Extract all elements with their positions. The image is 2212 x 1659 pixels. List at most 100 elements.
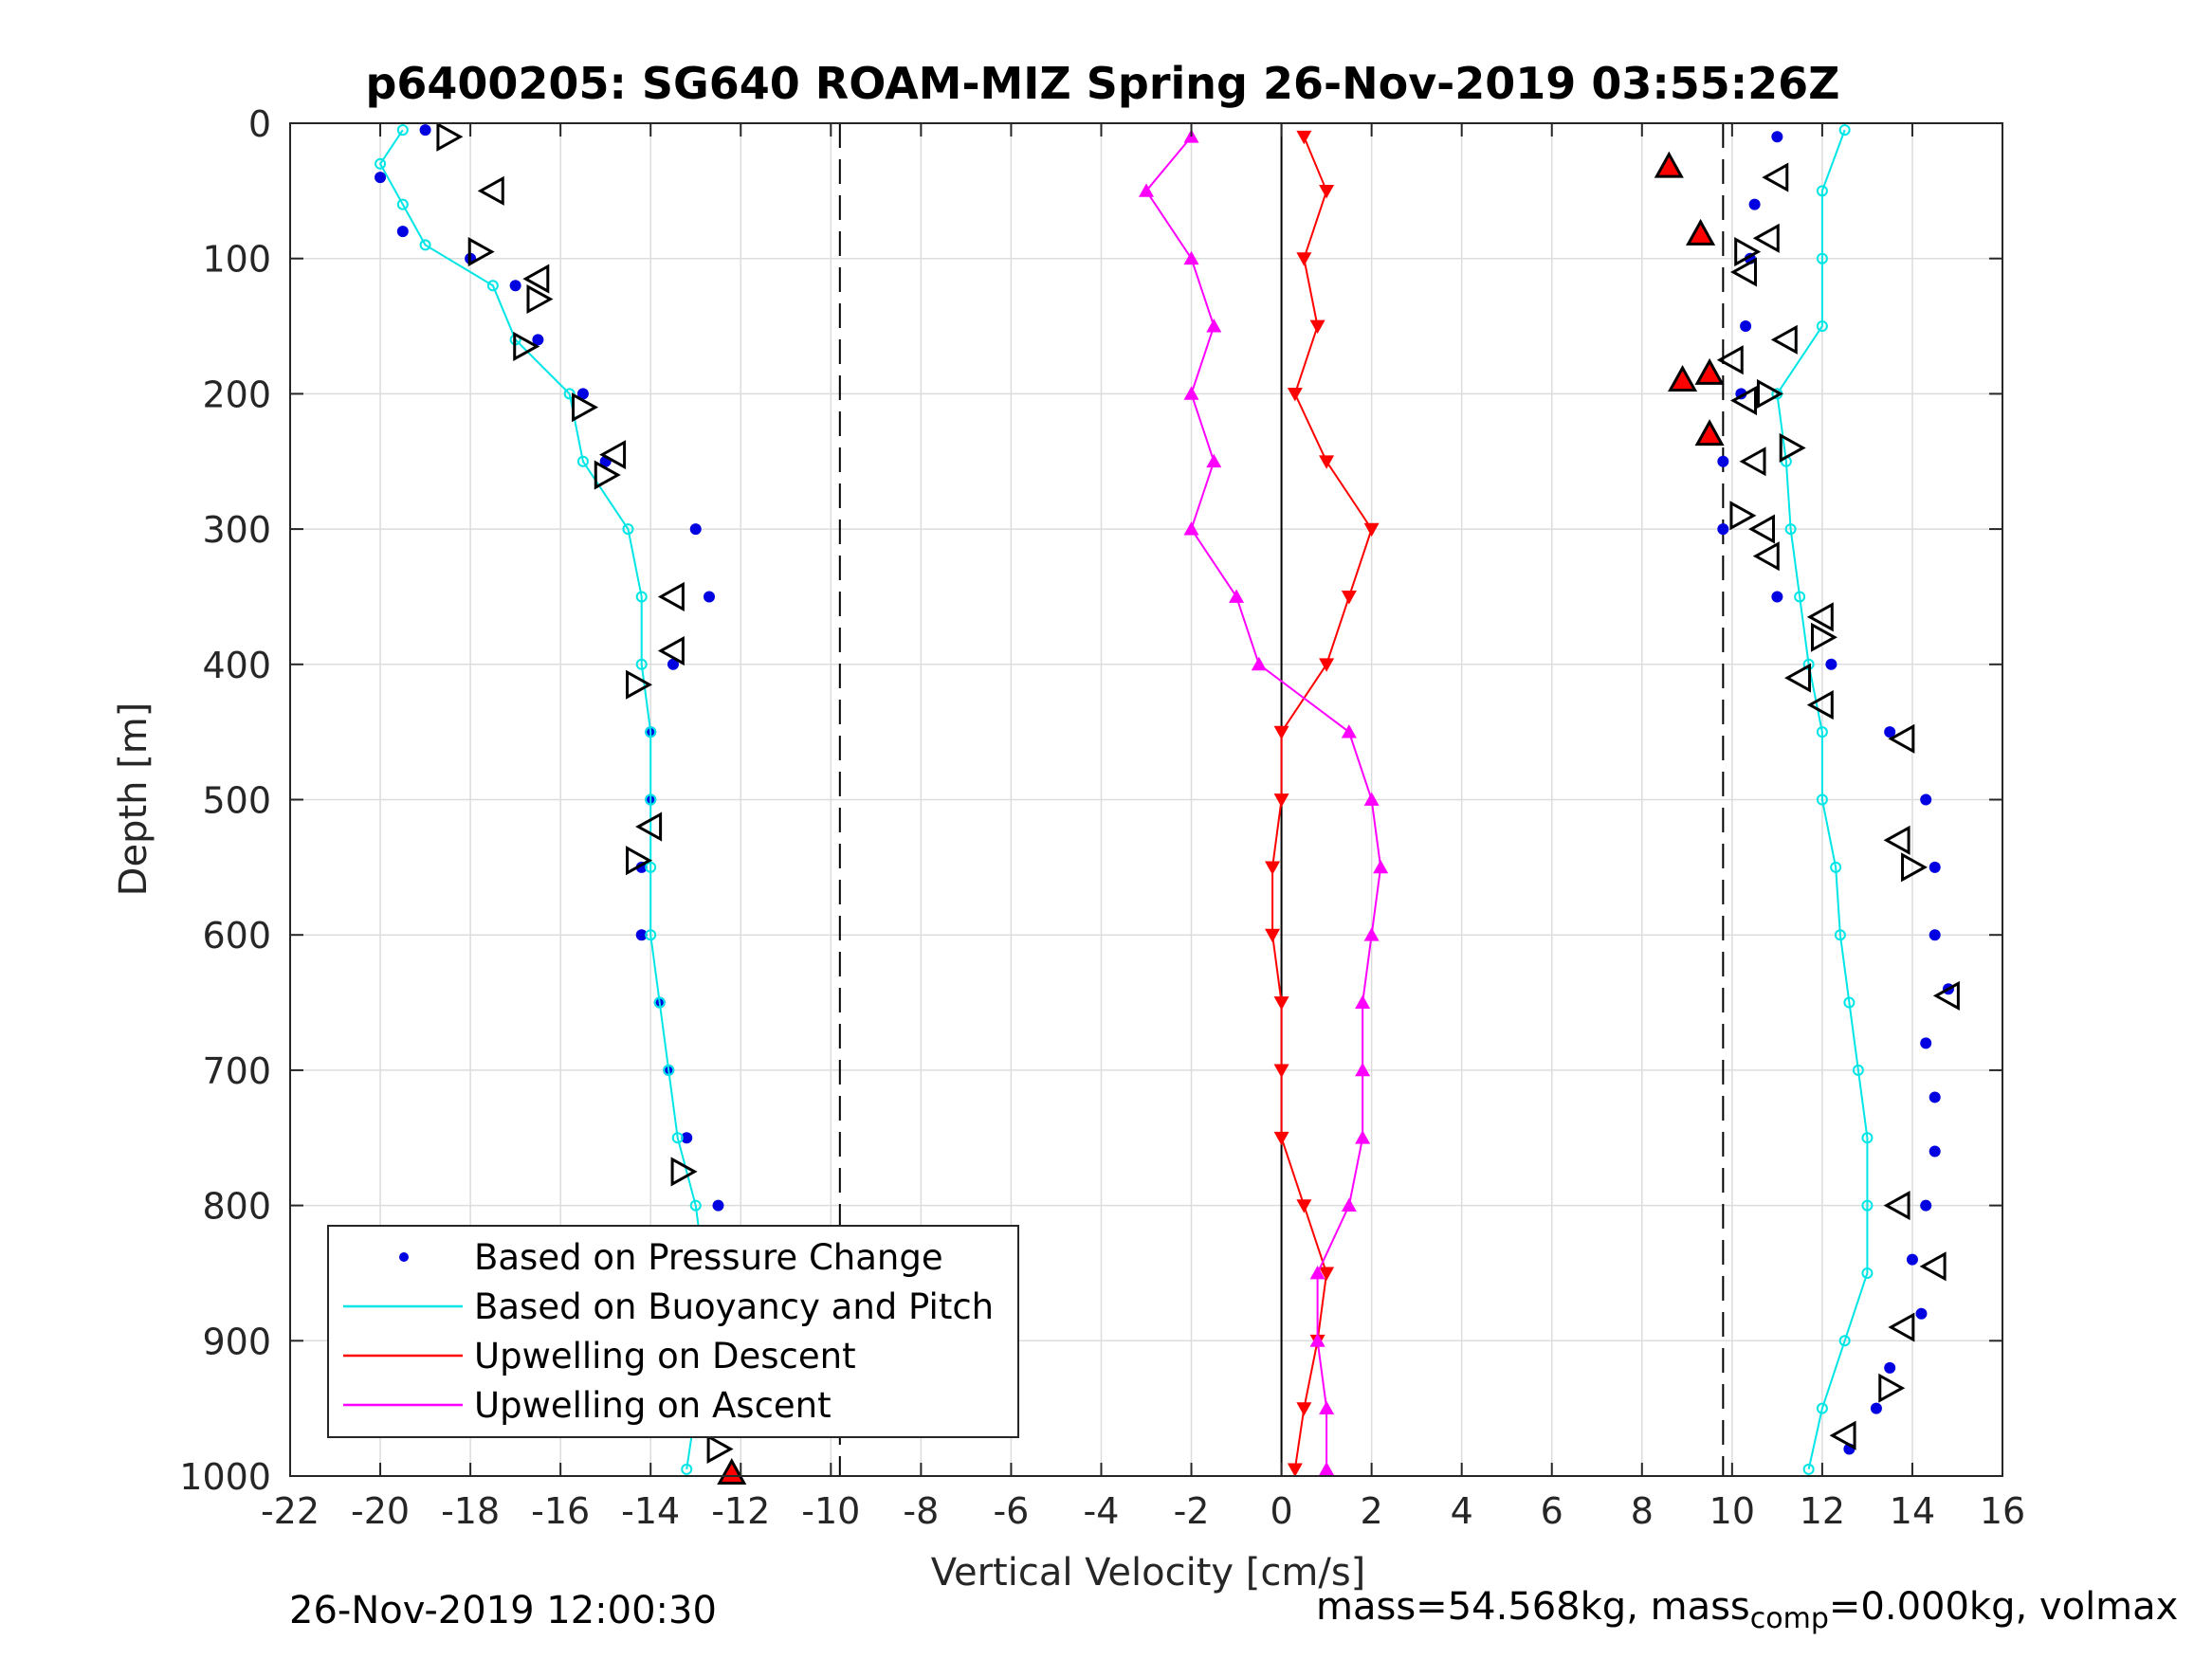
x-tick-label: -2: [1174, 1490, 1210, 1532]
data-point: [645, 726, 657, 738]
turn-marker: [1829, 1420, 1856, 1450]
turn-marker: [1762, 162, 1789, 192]
data-point: [1920, 1199, 1932, 1212]
data-point: [635, 929, 648, 941]
x-axis-label: Vertical Velocity [cm/s]: [931, 1551, 1366, 1595]
data-point: [663, 1064, 675, 1076]
turn-marker: [1883, 825, 1910, 855]
y-tick-label: 700: [202, 1050, 271, 1092]
apogee-marker: [1686, 218, 1716, 246]
series-line: [1776, 129, 1869, 1470]
data-point: [703, 591, 715, 603]
x-tick-label: -22: [261, 1490, 320, 1532]
x-tick-label: -8: [903, 1490, 939, 1532]
turn-marker: [436, 121, 464, 152]
turn-marker: [1901, 852, 1929, 883]
data-point: [1296, 1402, 1312, 1416]
data-point: [509, 280, 521, 292]
data-point: [1355, 994, 1371, 1009]
data-point: [1309, 1333, 1325, 1347]
data-point: [1373, 859, 1389, 874]
data-point: [1363, 522, 1380, 538]
data-point: [1861, 1199, 1874, 1212]
y-tick-label: 800: [202, 1186, 271, 1228]
data-point: [1771, 131, 1783, 143]
legend-label: Based on Pressure Change: [474, 1237, 943, 1278]
data-point: [396, 124, 409, 137]
data-point: [1319, 658, 1335, 672]
x-tick-label: 14: [1890, 1490, 1935, 1532]
turn-marker: [1883, 1191, 1910, 1221]
x-tick-label: -14: [621, 1490, 680, 1532]
data-point: [622, 523, 634, 536]
data-point: [576, 455, 589, 467]
apogee-marker: [1654, 151, 1684, 178]
data-point: [1920, 1037, 1932, 1049]
data-point: [1296, 130, 1312, 145]
turn-marker: [513, 331, 540, 362]
data-point: [375, 172, 387, 184]
data-point: [1929, 861, 1941, 873]
data-point: [1229, 589, 1245, 603]
data-point: [419, 239, 431, 251]
data-point: [396, 198, 409, 210]
data-point: [1884, 1361, 1896, 1374]
series-upwelling-on-ascent: [1139, 129, 1389, 1476]
turn-marker: [1770, 324, 1798, 355]
data-point: [1838, 1335, 1851, 1347]
x-tick-label: -16: [531, 1490, 590, 1532]
data-point: [1363, 927, 1380, 941]
turn-marker: [1806, 602, 1834, 632]
data-point: [576, 388, 589, 400]
turn-marker: [1752, 223, 1780, 253]
data-point: [1183, 521, 1199, 536]
data-point: [1794, 591, 1806, 603]
data-point: [1748, 198, 1761, 210]
turn-marker: [522, 264, 550, 294]
footer-mass-subscript: comp: [1749, 1602, 1829, 1635]
data-point: [1920, 793, 1932, 806]
x-tick-label: -20: [351, 1490, 410, 1532]
apogee-marker: [717, 1458, 747, 1486]
data-point: [681, 1132, 693, 1144]
data-point: [653, 996, 666, 1009]
data-point: [1287, 388, 1303, 402]
y-tick-label: 100: [202, 239, 271, 281]
data-point: [563, 388, 576, 400]
turn-marker: [626, 846, 653, 876]
data-point: [671, 1132, 684, 1144]
legend-swatch: [399, 1252, 409, 1262]
legend-box: [327, 1225, 1019, 1438]
data-point: [1296, 1199, 1312, 1213]
data-point: [1341, 724, 1357, 738]
x-tick-label: 10: [1709, 1490, 1755, 1532]
data-point: [1273, 1064, 1289, 1078]
footer-timestamp: 26-Nov-2019 12:00:30: [289, 1589, 717, 1632]
footer-mass-info: mass=54.568kg, masscomp=0.000kg, volmax: [1316, 1585, 2178, 1635]
data-point: [375, 157, 387, 170]
data-point: [1319, 1267, 1335, 1281]
data-point: [1273, 996, 1289, 1011]
y-tick-label: 300: [202, 509, 271, 551]
data-point: [1740, 320, 1752, 333]
apogee-marker: [1694, 419, 1725, 447]
data-point: [1355, 1130, 1371, 1144]
data-point: [396, 226, 409, 238]
data-point: [1929, 1145, 1941, 1158]
x-tick-label: -4: [1084, 1490, 1120, 1532]
turn-marker: [599, 440, 627, 470]
data-point: [689, 523, 702, 536]
data-point: [1309, 319, 1325, 335]
data-point: [667, 658, 679, 670]
data-point: [1816, 185, 1828, 197]
data-point: [1816, 1402, 1828, 1414]
data-point: [645, 861, 657, 873]
turn-marker: [670, 1157, 698, 1187]
data-point: [689, 1199, 702, 1212]
data-point: [1287, 1463, 1303, 1477]
y-tick-label: 900: [202, 1321, 271, 1362]
turn-marker: [1752, 541, 1780, 572]
legend-label: Upwelling on Ascent: [474, 1385, 832, 1426]
y-tick-label: 1000: [179, 1456, 271, 1498]
turn-marker: [1729, 501, 1757, 531]
